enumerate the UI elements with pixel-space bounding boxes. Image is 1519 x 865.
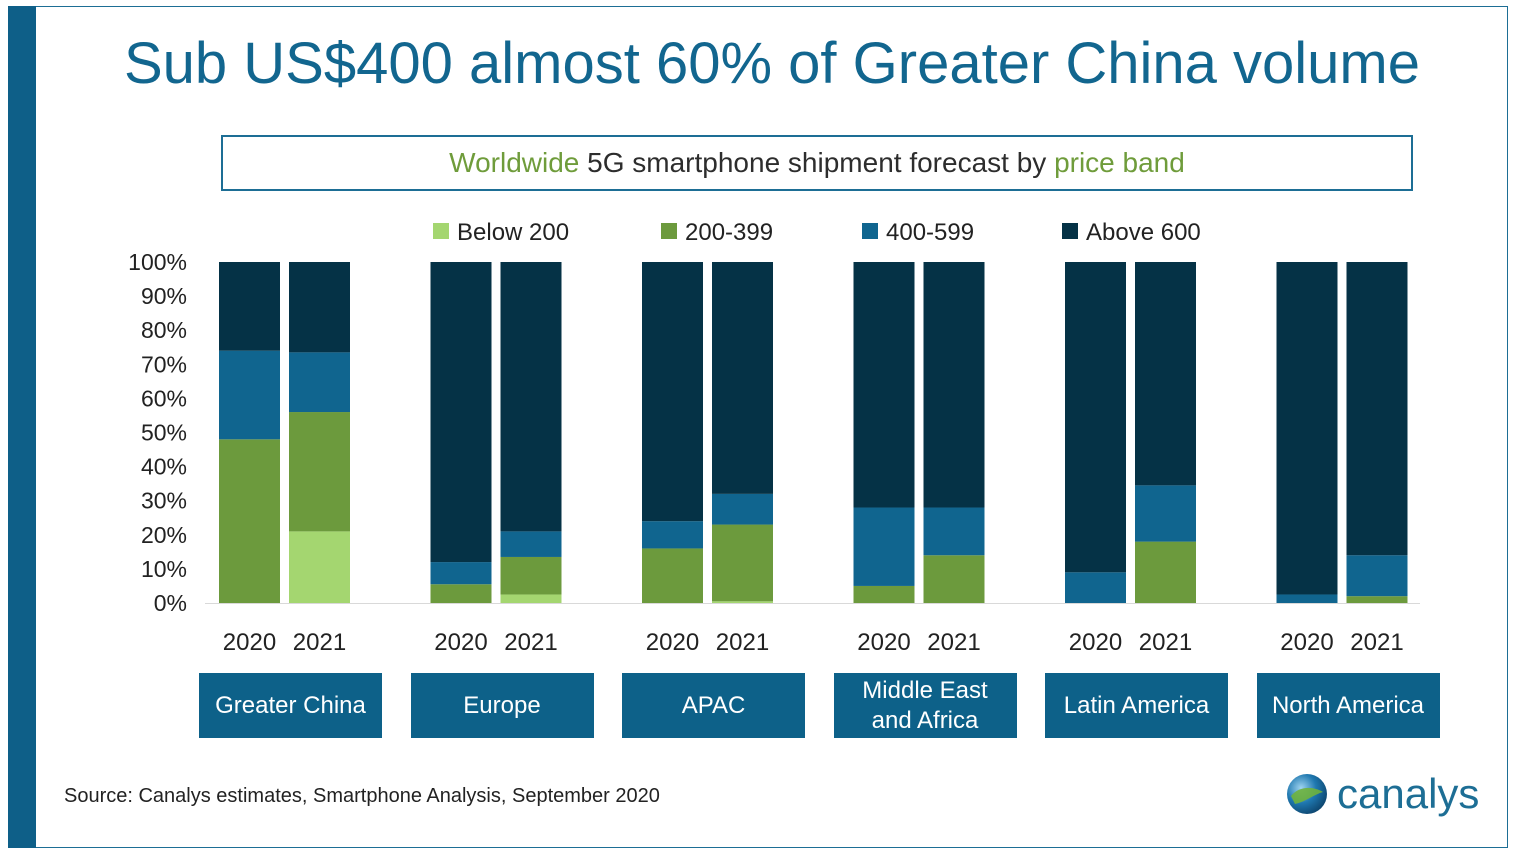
- legend-label: 400-599: [886, 219, 974, 246]
- y-tick-label: 80%: [141, 317, 187, 343]
- bar-segment: [219, 262, 280, 351]
- bar-segment: [430, 562, 492, 585]
- y-tick-label: 30%: [141, 488, 187, 514]
- subtitle-price-band: price band: [1054, 147, 1185, 178]
- x-tick-label: 2021: [927, 629, 980, 656]
- x-tick-label: 2021: [1350, 629, 1403, 656]
- bar-segment: [1135, 262, 1196, 486]
- bar-segment: [712, 524, 773, 602]
- x-tick-label: 2021: [1139, 629, 1192, 656]
- bar-segment: [923, 555, 985, 603]
- region-label: APAC: [622, 673, 805, 738]
- bar-segment: [642, 548, 703, 603]
- legend-swatch: [862, 223, 878, 239]
- bar-segment: [1346, 262, 1408, 556]
- bar-segment: [1135, 541, 1196, 603]
- x-tick-label: 2020: [646, 629, 699, 656]
- left-accent-bar: [8, 6, 36, 848]
- bar-segment: [500, 556, 562, 595]
- bar-segment: [1346, 596, 1408, 603]
- subtitle-middle: 5G smartphone shipment forecast by: [579, 147, 1055, 178]
- y-tick-label: 60%: [141, 385, 187, 411]
- bar-segment: [712, 493, 773, 525]
- y-tick-label: 40%: [141, 454, 187, 480]
- bar-segment: [1065, 572, 1126, 603]
- bar-segment: [1276, 594, 1338, 603]
- bar-segment: [1135, 485, 1196, 542]
- x-tick-label: 2021: [716, 629, 769, 656]
- bar-segment: [853, 507, 915, 586]
- region-label: Greater China: [199, 673, 382, 738]
- bar-segment: [712, 262, 773, 494]
- legend-label: 200-399: [685, 219, 773, 246]
- subtitle-worldwide: Worldwide: [449, 147, 580, 178]
- y-tick-label: 0%: [154, 590, 187, 616]
- y-tick-label: 100%: [128, 249, 187, 275]
- legend-label: Above 600: [1086, 219, 1201, 246]
- bar-segment: [1346, 555, 1408, 597]
- bar-segment: [430, 262, 492, 563]
- y-tick-label: 10%: [141, 556, 187, 582]
- bar-segment: [500, 262, 562, 532]
- bar-segment: [289, 531, 350, 603]
- chart-subtitle: Worldwide 5G smartphone shipment forecas…: [221, 135, 1413, 191]
- logo-text: canalys: [1337, 770, 1480, 817]
- bar-segment: [430, 584, 492, 603]
- region-label: Europe: [410, 673, 594, 738]
- bar-segment: [923, 262, 985, 508]
- bar-segment: [219, 439, 280, 603]
- bar-segment: [500, 531, 562, 557]
- globe-icon: [1287, 774, 1327, 814]
- bar-segment: [1276, 262, 1338, 595]
- y-tick-label: 50%: [141, 420, 187, 446]
- bar-segment: [853, 585, 915, 603]
- bar-segment: [853, 262, 915, 508]
- bar-segment: [289, 352, 350, 413]
- x-tick-label: 2021: [293, 629, 346, 656]
- x-tick-label: 2020: [434, 629, 487, 656]
- legend-swatch: [1062, 223, 1078, 239]
- y-tick-label: 20%: [141, 522, 187, 548]
- legend-label: Below 200: [457, 219, 569, 246]
- legend-swatch: [433, 223, 449, 239]
- bar-segment: [289, 262, 350, 353]
- x-tick-label: 2020: [1069, 629, 1122, 656]
- x-tick-label: 2020: [1280, 629, 1333, 656]
- slide-title: Sub US$400 almost 60% of Greater China v…: [123, 31, 1421, 96]
- bar-segment: [712, 601, 773, 603]
- bar-segment: [642, 521, 703, 549]
- bar-segment: [219, 350, 280, 440]
- bar-segment: [500, 594, 562, 603]
- source-note: Source: Canalys estimates, Smartphone An…: [64, 785, 660, 807]
- region-label: Latin America: [1045, 673, 1228, 738]
- x-tick-label: 2020: [857, 629, 910, 656]
- canalys-logo: canalys: [1285, 770, 1479, 818]
- bar-segment: [642, 262, 703, 522]
- region-label: Middle East and Africa: [833, 673, 1017, 738]
- legend-swatch: [661, 223, 677, 239]
- bar-segment: [1065, 262, 1126, 573]
- x-tick-label: 2021: [504, 629, 557, 656]
- region-label: North America: [1256, 673, 1440, 738]
- bar-segment: [923, 507, 985, 556]
- bar-segment: [289, 412, 350, 532]
- y-tick-label: 90%: [141, 283, 187, 309]
- y-tick-label: 70%: [141, 351, 187, 377]
- x-tick-label: 2020: [223, 629, 276, 656]
